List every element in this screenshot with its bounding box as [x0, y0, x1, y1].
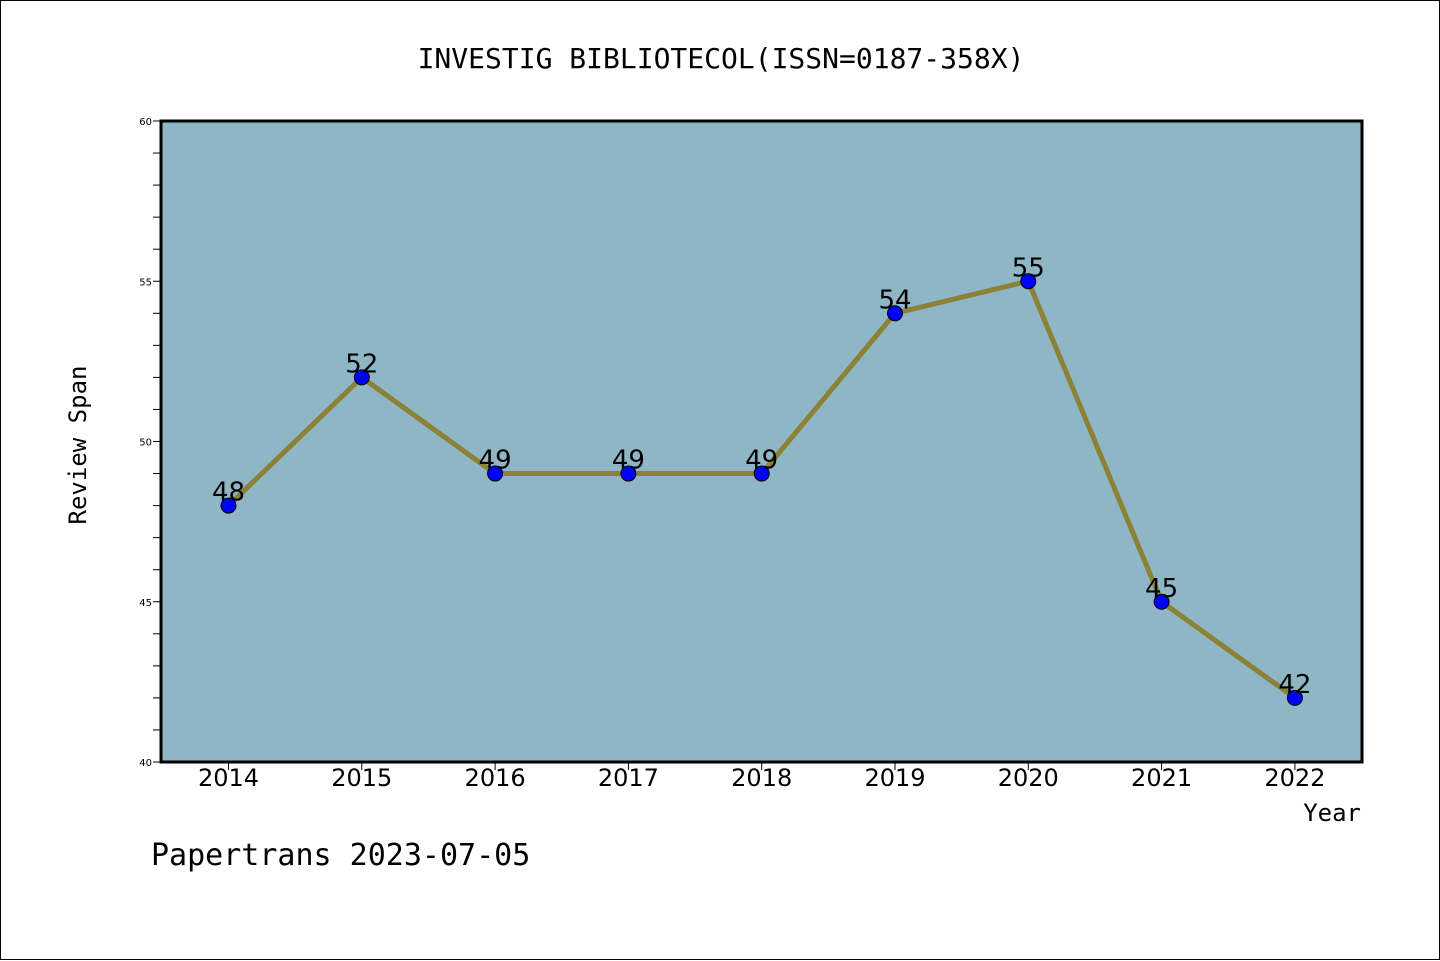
footer-text: Papertrans 2023-07-05	[151, 838, 530, 873]
data-point	[620, 465, 637, 482]
data-label: 48	[212, 478, 245, 508]
y-axis: 40 45 50 55 60	[139, 117, 161, 769]
y-tick-label: 50	[139, 438, 152, 449]
data-point	[1020, 273, 1037, 290]
data-label: 55	[1012, 253, 1045, 283]
data-label: 42	[1278, 670, 1311, 700]
y-tick-label: 40	[139, 758, 152, 769]
y-tick-label: 45	[139, 598, 152, 609]
data-label: 49	[479, 446, 512, 476]
chart-title: INVESTIG BIBLIOTECOL(ISSN=0187-358X)	[418, 42, 1025, 75]
x-tick-label: 2019	[864, 764, 925, 792]
data-point	[220, 497, 237, 514]
data-point	[887, 305, 903, 322]
data-point	[1153, 593, 1170, 610]
x-tick-label: 2021	[1131, 764, 1192, 792]
x-tick-label: 2015	[331, 764, 392, 792]
series-line-group: 48 52 49 49 49 54 55 45 42	[212, 253, 1311, 706]
x-axis-label: Year	[1303, 799, 1361, 827]
data-label: 52	[345, 349, 378, 379]
data-label: 49	[745, 446, 778, 476]
plot-area	[159, 119, 1364, 764]
x-tick-label: 2014	[198, 764, 259, 792]
data-label: 54	[878, 285, 911, 315]
x-tick-label: 2020	[998, 764, 1059, 792]
x-tick-label: 2016	[465, 764, 526, 792]
y-tick-label: 55	[139, 277, 152, 288]
data-label: 49	[612, 446, 645, 476]
x-axis: 2014 2015 2016 2017 2018 2019 2020 2021 2022	[198, 762, 1325, 792]
y-tick-label: 60	[139, 117, 152, 128]
x-tick-label: 2022	[1264, 764, 1325, 792]
data-point	[487, 465, 504, 482]
data-point	[753, 465, 770, 482]
data-point	[1286, 689, 1303, 706]
data-label: 45	[1145, 574, 1178, 604]
y-axis-label: Review Span	[64, 366, 92, 525]
data-point	[353, 369, 370, 386]
x-tick-label: 2018	[731, 764, 792, 792]
x-tick-label: 2017	[598, 764, 659, 792]
